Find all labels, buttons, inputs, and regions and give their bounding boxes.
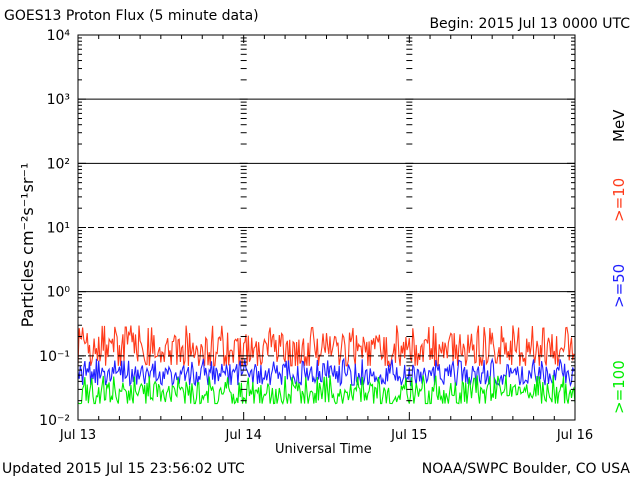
- legend-unit: MeV: [610, 109, 628, 142]
- y-tick-label: 10⁻¹: [39, 349, 70, 365]
- y-tick-label: 10¹: [47, 221, 70, 237]
- y-tick-label: 10²: [47, 156, 70, 172]
- x-tick-label: Jul 16: [556, 428, 593, 443]
- y-axis-title: Particles cm⁻²s⁻¹sr⁻¹: [18, 162, 37, 328]
- series-line-50mev: [77, 357, 576, 388]
- chart-title: GOES13 Proton Flux (5 minute data): [4, 8, 259, 24]
- y-tick-label: 10³: [47, 92, 70, 108]
- begin-time: Begin: 2015 Jul 13 0000 UTC: [429, 16, 630, 32]
- y-tick-label: 10⁻²: [39, 413, 70, 429]
- x-tick-label: Jul 13: [59, 428, 96, 443]
- credit-text: NOAA/SWPC Boulder, CO USA: [421, 461, 630, 477]
- y-tick-label: 10⁰: [47, 285, 71, 301]
- x-tick-label: Jul 15: [390, 428, 427, 443]
- y-tick-label: 10⁴: [47, 28, 71, 44]
- legend-50mev: >=50: [610, 263, 628, 308]
- x-tick-label: Jul 14: [224, 428, 261, 443]
- series-line-10mev: [77, 325, 576, 368]
- x-axis-title: Universal Time: [275, 442, 372, 457]
- updated-timestamp: Updated 2015 Jul 15 23:56:02 UTC: [2, 461, 245, 477]
- legend-10mev: >=10: [610, 177, 628, 222]
- legend-100mev: >=100: [610, 360, 628, 414]
- series-line-100mev: [77, 375, 576, 405]
